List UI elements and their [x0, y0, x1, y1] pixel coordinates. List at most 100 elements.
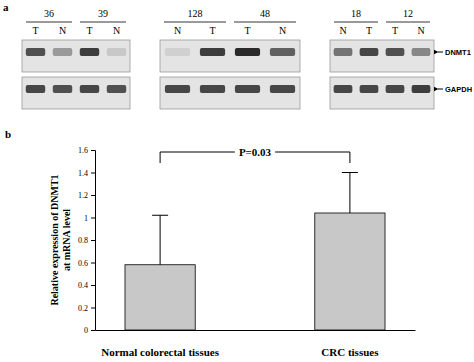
y-tick: 1.2: [78, 191, 95, 200]
error-bar-stem: [160, 215, 161, 265]
sample-id: 48: [260, 8, 270, 19]
lane-label: T: [244, 25, 250, 36]
sample-id: 18: [351, 8, 361, 19]
y-tick-label: 1: [84, 214, 88, 223]
annotation: P=0.03: [239, 146, 272, 158]
panel-label: a: [3, 1, 9, 13]
bar: [315, 213, 385, 330]
sample-underline: [164, 22, 226, 23]
gel-band: [107, 48, 126, 56]
y-tick-mark: [91, 150, 95, 151]
error-bar-stem: [349, 173, 350, 214]
gel-band: [360, 85, 379, 93]
lane-label: T: [32, 25, 38, 36]
y-tick: 0.6: [78, 259, 95, 268]
lane-label: N: [59, 25, 66, 36]
lane-label: N: [339, 25, 346, 36]
sample-underline: [386, 22, 430, 23]
y-tick-label: 1.2: [78, 191, 88, 200]
lane-label: N: [174, 25, 181, 36]
gene-label: GAPDH: [445, 85, 472, 94]
sample-id: 39: [98, 8, 108, 19]
y-tick: 1.6: [78, 146, 95, 155]
plot-area: [125, 173, 385, 331]
x-axis: Normal colorectal tissues CRC tissues: [96, 330, 416, 358]
gel-band: [165, 85, 190, 93]
sample-id: 36: [44, 8, 54, 19]
x-tick-label: CRC tissues: [321, 346, 379, 358]
error-bar-cap: [342, 172, 358, 173]
error-bar-cap: [152, 215, 168, 216]
gel-background: [330, 40, 434, 72]
gel-band: [80, 85, 99, 93]
gene-label: DNMT1: [445, 48, 471, 57]
gel-band: [412, 48, 431, 56]
gel-band: [334, 85, 353, 93]
gel-band: [26, 85, 45, 93]
y-tick: 1.4: [78, 169, 95, 178]
y-axis-title: Relative expression of DNMT1at mRNA leve…: [49, 174, 72, 305]
y-tick: 0: [84, 326, 95, 335]
y-tick-mark: [91, 308, 95, 309]
x-tick: CRC tissues: [321, 330, 379, 358]
lane-label: T: [392, 25, 398, 36]
gel-band: [386, 85, 405, 93]
error-bar: [342, 173, 358, 214]
sample-underline: [26, 22, 72, 23]
gel-background: [330, 77, 434, 109]
sample-id: 128: [188, 8, 203, 19]
gel-band: [270, 48, 295, 56]
y-tick-label: 1.6: [78, 146, 88, 155]
y-tick-label: 0.6: [78, 259, 88, 268]
gel-band: [235, 85, 260, 93]
gel-band: [53, 48, 72, 56]
lane-label: T: [366, 25, 372, 36]
y-tick: 1: [84, 214, 95, 223]
gel-band: [200, 85, 225, 93]
y-tick-mark: [91, 195, 95, 196]
y-tick-label: 1.4: [78, 169, 88, 178]
gene-arrow: [438, 89, 443, 90]
significance-bracket: [160, 152, 350, 163]
lane-label: T: [209, 25, 215, 36]
lane-label: N: [417, 25, 424, 36]
y-tick: 0.2: [78, 304, 95, 313]
lane-label: N: [279, 25, 286, 36]
y-tick-mark: [91, 173, 95, 174]
x-tick-label: Normal colorectal tissues: [101, 346, 219, 358]
y-tick-label: 0.8: [78, 236, 88, 245]
gel-band: [107, 85, 126, 93]
y-tick: 0.4: [78, 281, 95, 290]
sample-id: 12: [403, 8, 413, 19]
sample-underline: [80, 22, 126, 23]
lane-label: N: [113, 25, 120, 36]
gel-background: [22, 40, 130, 72]
gel-band: [270, 85, 295, 93]
y-tick-mark: [91, 240, 95, 241]
y-tick-mark: [91, 218, 95, 219]
sample-underline: [234, 22, 296, 23]
gel-band: [386, 48, 405, 56]
gel-band: [235, 48, 260, 56]
y-tick-mark: [91, 263, 95, 264]
y-axis-line: [91, 151, 96, 331]
y-tick-label: 0.4: [78, 281, 88, 290]
bar: [125, 265, 195, 330]
gel-background: [22, 77, 130, 109]
gel-band: [360, 48, 379, 56]
figure: a 36 T N 39 T N 128 N T 48 T N 18 N T 12 T N DNMT1 GAPDH b 0 0.…: [0, 0, 474, 362]
gel-band: [80, 48, 99, 56]
y-axis: 0 0.2 0.4 0.6 0.8 1 1.2 1.4 1.6: [78, 146, 96, 335]
x-axis-line: [96, 330, 416, 331]
gel-background: [160, 40, 300, 72]
sample-underline: [334, 22, 378, 23]
gel-band: [334, 48, 353, 56]
gel-band: [412, 85, 431, 93]
gel-background: [160, 77, 300, 109]
gene-arrow: [438, 52, 443, 53]
gel-band: [53, 85, 72, 93]
lane-label: T: [86, 25, 92, 36]
panel-label: b: [5, 128, 11, 140]
gel-band: [200, 48, 225, 56]
error-bar: [152, 215, 168, 265]
